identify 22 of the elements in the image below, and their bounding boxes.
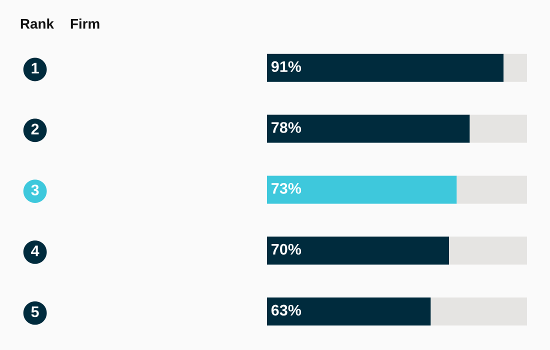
data-label: 63% [271,304,302,316]
text: Rank [20,18,54,29]
bar [456,176,527,204]
bar [267,297,431,326]
text: Firm [70,18,100,29]
bar [470,114,527,143]
bar [267,176,457,204]
bar [267,54,504,82]
bar [449,236,527,265]
data-label: 73% [272,182,302,194]
bar [430,297,527,326]
data-label: 91% [271,61,302,72]
y-tick-label: 5 [31,306,39,318]
bar [267,114,470,143]
bar [267,236,449,265]
bar [504,54,527,82]
y-tick-label: 2 [31,124,39,134]
y-tick-label: 1 [32,62,39,74]
data-label: 70% [272,244,302,255]
y-tick-label: 4 [31,246,40,256]
y-tick-label: 3 [31,184,39,196]
data-label: 78% [272,122,302,133]
